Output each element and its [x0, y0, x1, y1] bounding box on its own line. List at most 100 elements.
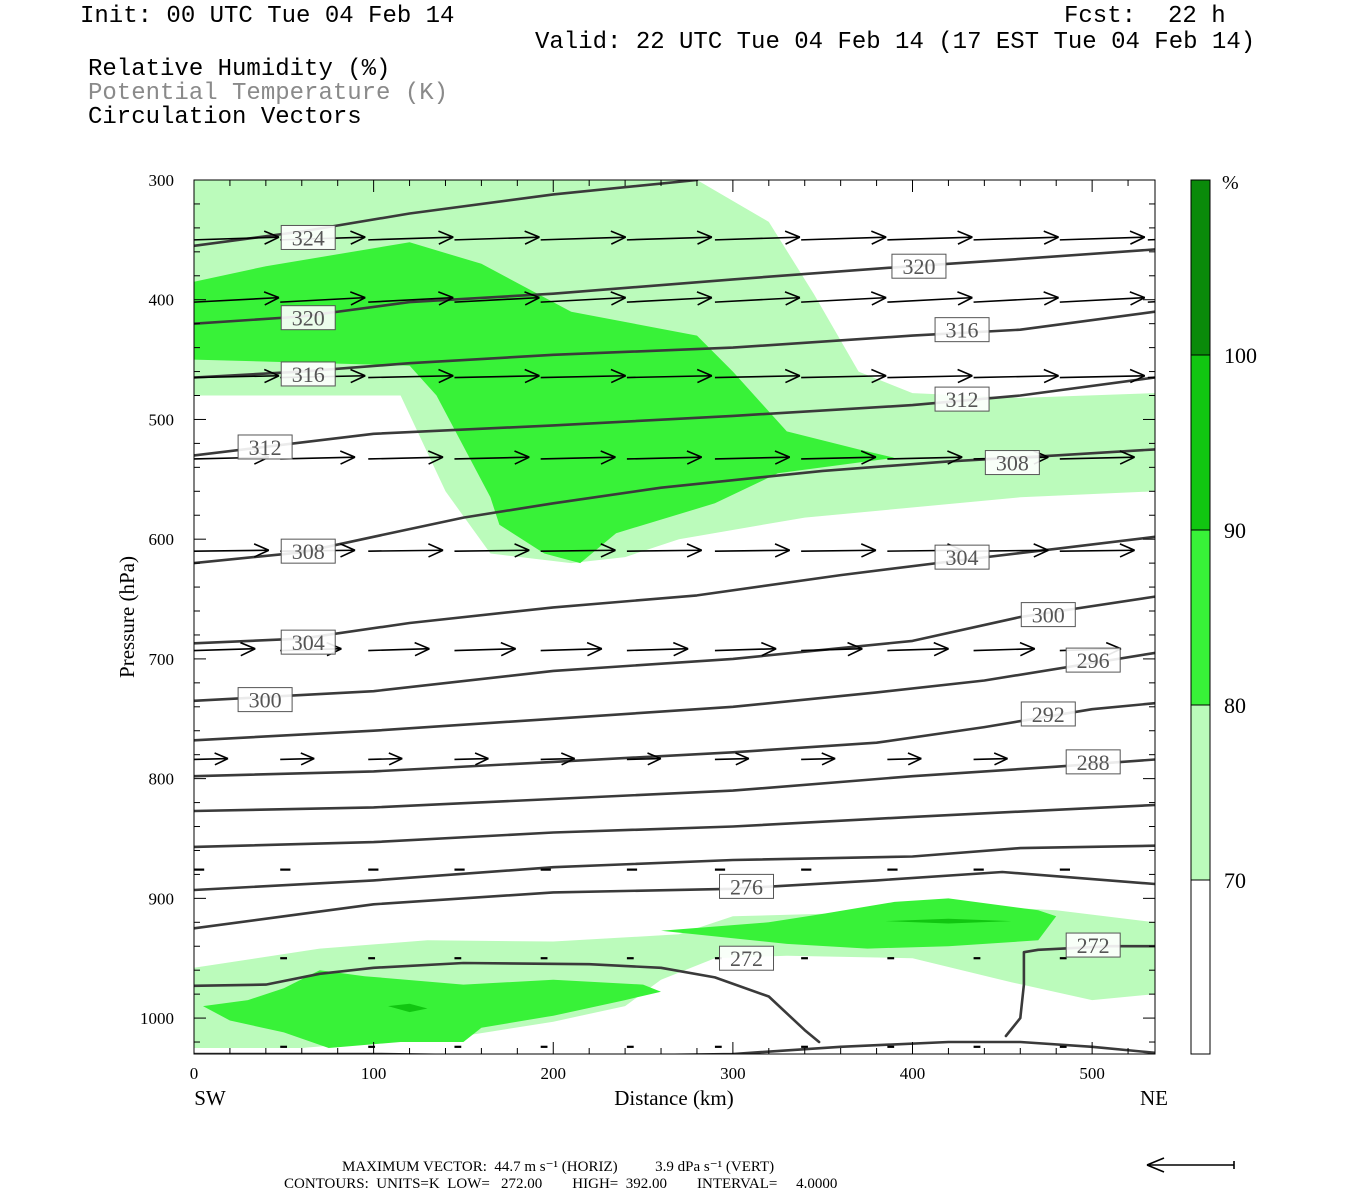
- circulation-vector-5-7: [801, 641, 863, 657]
- contour-label-308: 308: [996, 451, 1029, 476]
- vector-head-lower: [300, 752, 315, 760]
- vector-head-lower: [1129, 230, 1146, 238]
- circulation-vector-4-10: [1059, 543, 1135, 558]
- y-tick-label-500: 500: [149, 410, 175, 429]
- x-axis-ne-label: NE: [1140, 1086, 1168, 1110]
- circulation-vector-0-6: [714, 230, 801, 245]
- y-tick-label-600: 600: [149, 530, 175, 549]
- vector-head-upper: [611, 296, 627, 306]
- vector-head-lower: [774, 543, 791, 551]
- circulation-vector-2-3: [454, 368, 540, 384]
- vector-shaft: [540, 236, 626, 241]
- vector-head-upper: [428, 456, 444, 465]
- circulation-vector-5-0: [194, 641, 256, 657]
- circulation-vector-6-8: [887, 752, 922, 766]
- vector-shaft: [973, 374, 1059, 379]
- contour-label-312: 312: [946, 387, 979, 412]
- vector-head-lower: [388, 752, 403, 760]
- circulation-vector-0-10: [1059, 230, 1146, 245]
- vector-shaft: [887, 757, 922, 761]
- vector-head-lower: [214, 752, 229, 760]
- vector-head-lower: [1019, 641, 1036, 650]
- vector-head-lower: [1119, 450, 1135, 458]
- colorbar-segment-3: [1191, 355, 1210, 530]
- vector-head-upper: [686, 456, 703, 465]
- vector-head-upper: [514, 549, 530, 558]
- vector-shaft: [626, 757, 661, 761]
- vector-shaft: [714, 236, 800, 241]
- circulation-vector-0-5: [626, 230, 713, 245]
- vector-head-lower: [524, 368, 540, 377]
- theta-contour-300-6: [194, 595, 1155, 703]
- vector-shaft: [714, 549, 790, 552]
- vector-shaft: [887, 236, 973, 241]
- vector-shaft: [280, 456, 356, 460]
- vector-head-upper: [610, 375, 627, 384]
- vector-head-lower: [870, 291, 887, 299]
- vector-head-lower: [427, 450, 444, 458]
- vector-shaft: [368, 456, 444, 460]
- contour-label-box-4: [280, 538, 336, 564]
- vector-head-upper: [1119, 549, 1135, 558]
- contour-label-292: 292: [1032, 702, 1065, 727]
- contour-label-320: 320: [292, 306, 325, 331]
- vector-head-lower: [907, 752, 922, 760]
- vector-shaft: [1147, 238, 1155, 241]
- theta-contour-312-3: [194, 376, 1155, 457]
- vector-head-lower: [696, 368, 713, 377]
- vector-head-lower: [860, 543, 877, 551]
- vector-head-lower: [860, 450, 877, 458]
- circulation-vector-1-7: [801, 291, 887, 306]
- circulation-vector-0-4: [540, 230, 627, 245]
- contour-label-box-17: [719, 945, 775, 971]
- vector-head-upper: [697, 236, 713, 245]
- vector-shaft: [1059, 374, 1145, 379]
- circulation-vector-5-6: [714, 641, 777, 657]
- vector-head-lower: [500, 641, 516, 650]
- theta-contour-296-7: [194, 651, 1155, 742]
- circulation-vector-6-6: [714, 752, 750, 766]
- circulation-vector-6-5: [626, 752, 662, 766]
- contour-label-308: 308: [292, 539, 325, 564]
- circulation-vector-0-0: [194, 230, 280, 245]
- vector-head-upper: [785, 375, 801, 384]
- circulation-vector-6-9: [973, 752, 1008, 766]
- y-tick-label-800: 800: [149, 770, 175, 789]
- circulation-vector-2-6: [714, 368, 801, 384]
- circulation-vector-4-3: [454, 543, 530, 558]
- circulation-vector-1-10: [1059, 291, 1146, 306]
- vector-shaft: [714, 647, 777, 652]
- vector-head-upper: [264, 236, 280, 245]
- vector-head-upper: [600, 549, 616, 558]
- circulation-vector-3-5: [626, 450, 703, 465]
- vector-head-upper: [686, 549, 703, 558]
- circulation-vector-1-9: [973, 291, 1059, 306]
- vector-head-upper: [514, 456, 530, 465]
- vector-head-lower: [847, 641, 863, 650]
- y-axis-label: Pressure (hPa): [115, 556, 139, 678]
- vector-head-upper: [561, 757, 576, 766]
- colorbar-unit: %: [1222, 172, 1239, 194]
- vector-shaft: [714, 757, 749, 761]
- contour-label-box-12: [1020, 602, 1076, 628]
- circulation-vector-2-7: [801, 368, 887, 384]
- contour-label-296: 296: [1077, 648, 1110, 673]
- vector-head-upper: [587, 648, 603, 657]
- vector-shaft: [887, 647, 949, 652]
- circulation-vector-6-0: [194, 752, 229, 766]
- vector-head-lower: [784, 230, 801, 238]
- circulation-vector-2-9: [973, 368, 1059, 384]
- vector-shaft: [540, 549, 616, 552]
- vector-shaft: [714, 296, 800, 303]
- vector-head-upper: [428, 549, 444, 558]
- colorbar-segment-1: [1191, 705, 1210, 880]
- vector-head-upper: [1020, 648, 1036, 657]
- vector-head-lower: [871, 230, 887, 238]
- contour-label-272: 272: [1077, 933, 1110, 958]
- circulation-vector-6-3: [454, 752, 489, 766]
- vector-head-upper: [475, 757, 489, 766]
- contour-label-316: 316: [946, 318, 979, 343]
- vector-shaft: [714, 374, 800, 379]
- vector-head-upper: [1218, 237, 1232, 244]
- circulation-vector-3-1: [280, 450, 356, 465]
